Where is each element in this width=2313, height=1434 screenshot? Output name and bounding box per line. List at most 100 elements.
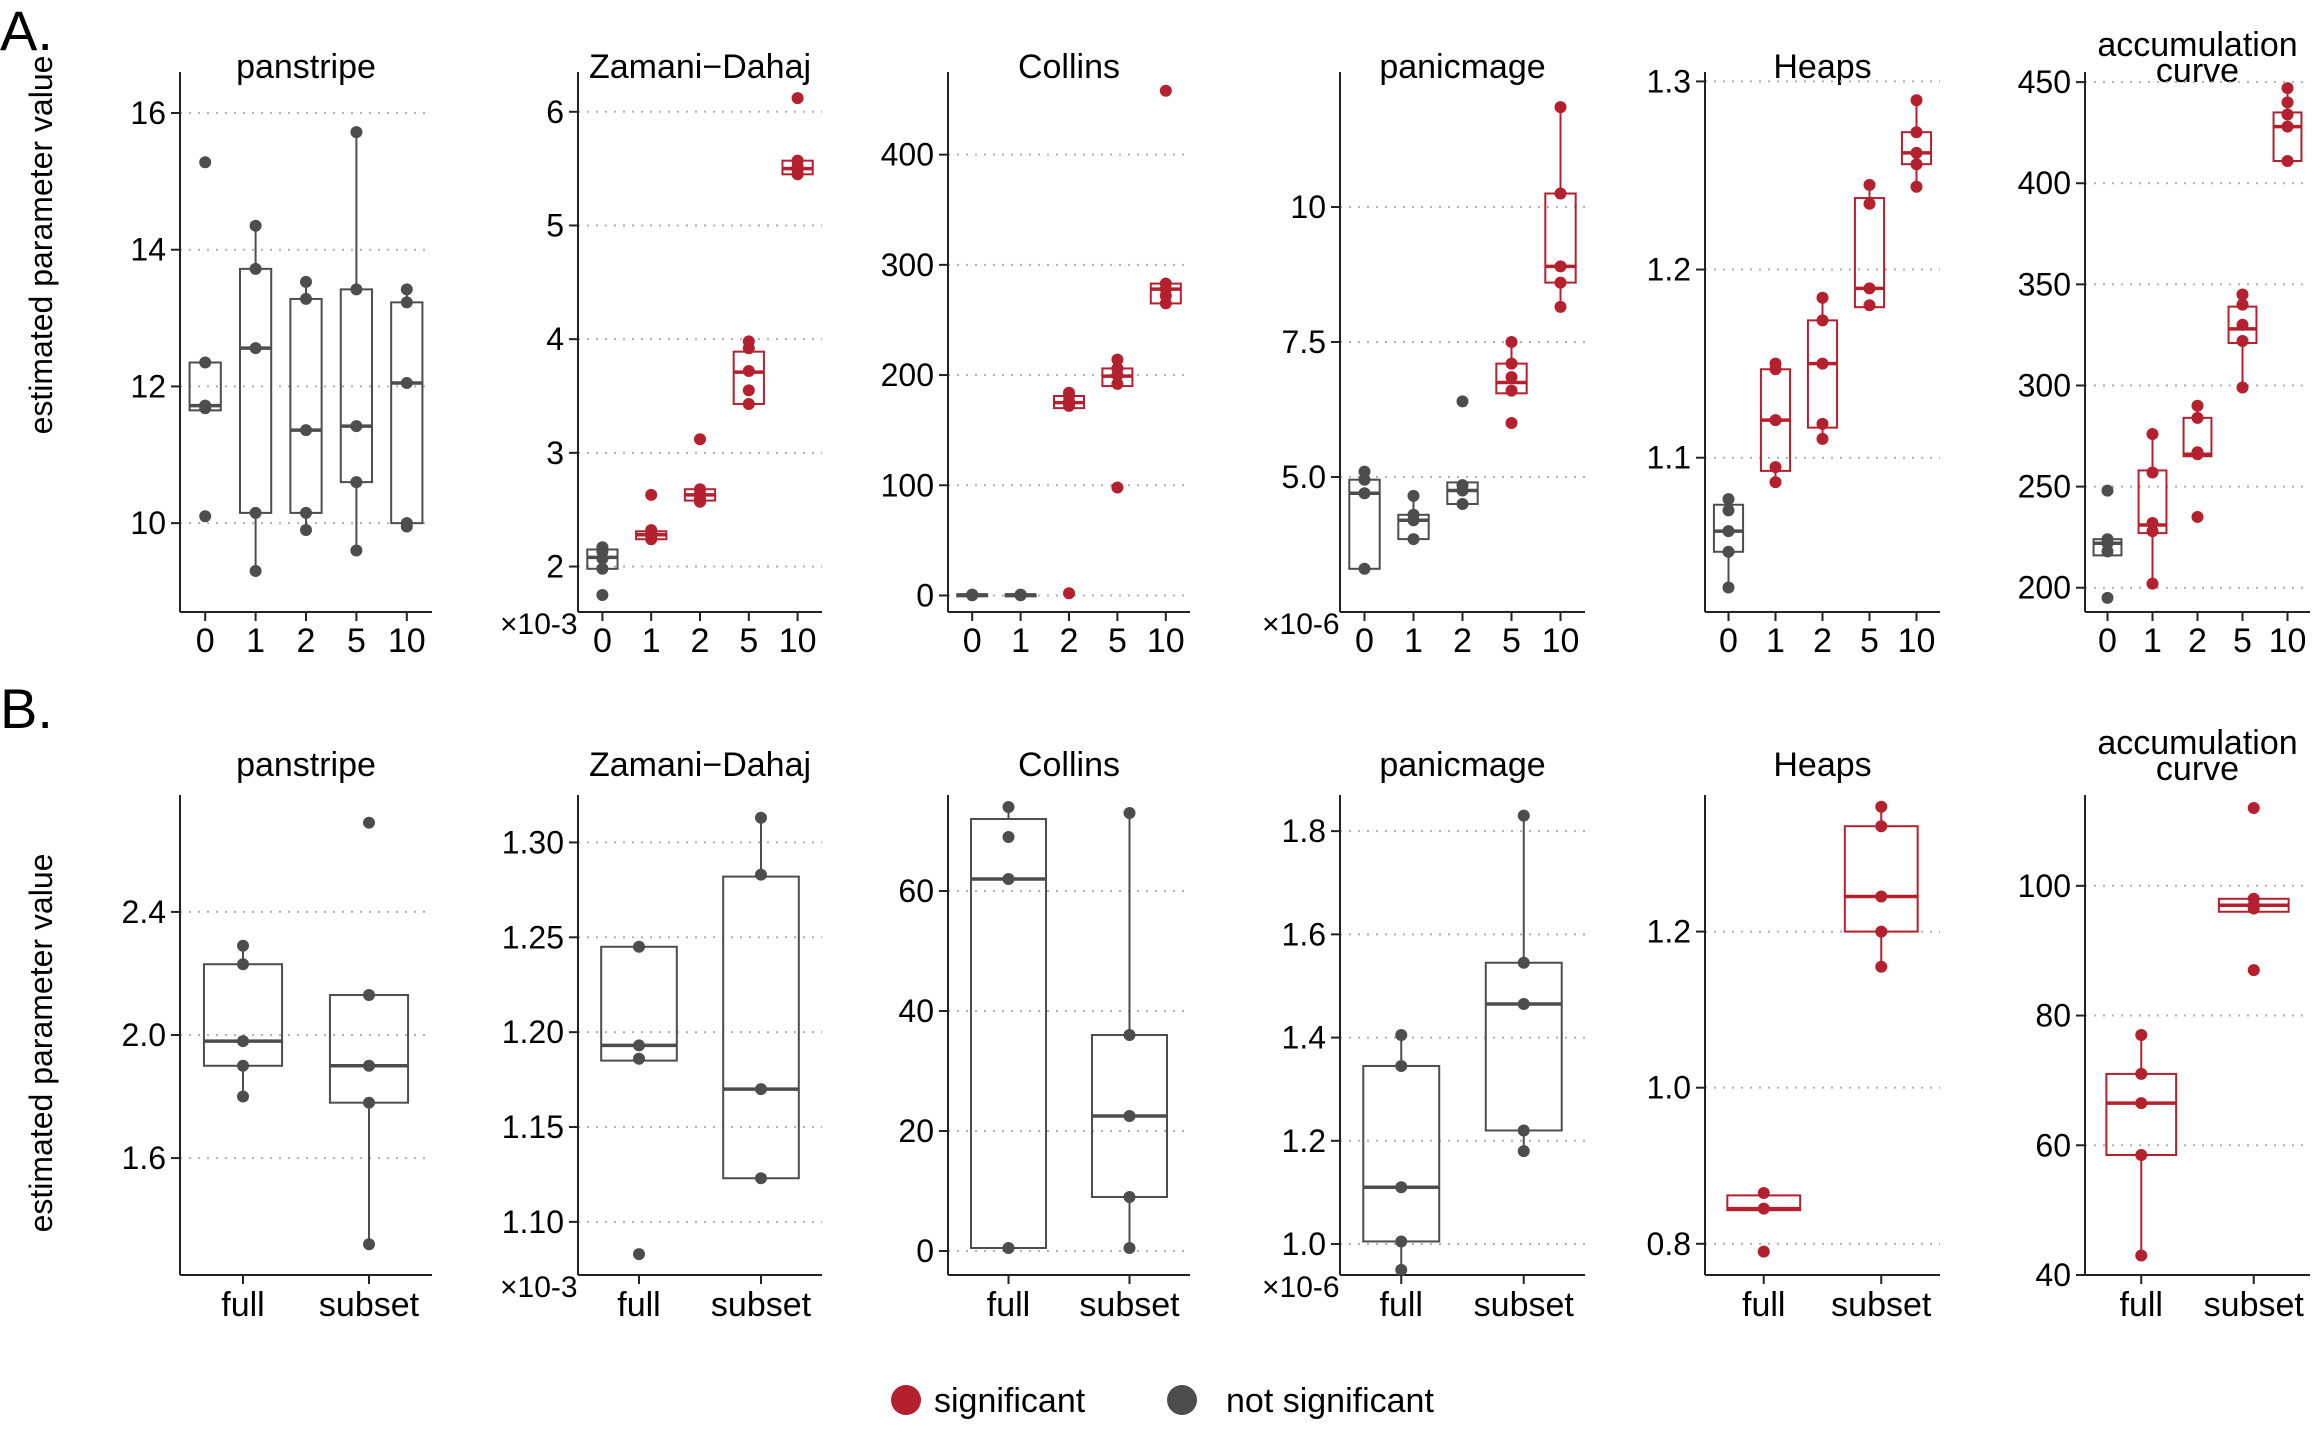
data-point [1002,801,1015,813]
data-point [1769,357,1782,370]
data-point [1407,508,1420,521]
x-tick-label: 0 [1719,622,1738,660]
x-tick-label: 0 [2098,622,2117,660]
data-point [1395,1263,1408,1276]
x-tick-label: 5 [347,622,366,660]
data-point [1123,1110,1136,1122]
box-group-subset [1090,807,1169,1254]
data-point [633,1248,645,1261]
box-group-0 [1348,465,1381,575]
x-tick-label: 2 [691,622,710,660]
data-point [1875,925,1888,938]
y-tick-label: 1.6 [122,1140,166,1176]
chart-title: Collins [1018,48,1120,86]
data-point [1722,493,1735,506]
box-group-1 [238,219,273,577]
axis-multiplier: ×10-3 [500,608,578,641]
data-point [1111,377,1124,390]
data-point [596,588,609,601]
box [2105,1072,2178,1157]
data-point [1002,831,1015,843]
x-tick-label: 5 [2233,622,2252,660]
x-tick-label: 10 [1542,622,1580,660]
y-tick-label: 14 [130,232,166,268]
data-point [2236,288,2249,301]
data-point [2146,517,2159,530]
data-point [1123,1029,1136,1041]
axis-multiplier: ×10-3 [500,1271,578,1304]
x-tick-label: full [2120,1286,2163,1324]
data-point [2135,1029,2148,1041]
y-tick-label: 40 [2035,1257,2071,1293]
y-tick-label: 0.8 [1647,1226,1691,1262]
data-point [1554,187,1567,200]
y-axis-label-a: estimated parameter value [23,56,59,435]
y-tick-label: 200 [2018,570,2071,606]
data-point [1456,395,1469,408]
legend-swatch-significant [891,1385,921,1415]
y-tick-label: 16 [130,95,166,131]
data-point [237,1059,249,1072]
data-point [742,335,755,348]
data-point [1769,461,1782,474]
legend-label-not-significant: not significant [1226,1382,1434,1420]
x-tick-label: subset [319,1286,420,1324]
data-point [1063,386,1075,399]
data-point [1757,1245,1770,1258]
data-point [1910,126,1923,139]
data-point [1517,998,1530,1011]
data-point [1875,800,1888,813]
data-point [249,342,262,355]
data-point [2281,108,2294,121]
data-point [1722,525,1735,538]
x-tick-label: full [987,1286,1030,1324]
x-tick-label: 1 [1766,622,1785,660]
data-point [199,399,212,412]
data-point [2191,399,2204,412]
data-point [633,1052,645,1065]
y-tick-label: 1.3 [1647,63,1691,99]
chart-title: Zamani−Dahaj [589,48,811,86]
chart-heaps-b: Heaps 0.8 1.0 1.2 full subset [1647,746,1940,1324]
box-group-subset [722,811,800,1185]
data-point [1910,146,1923,159]
x-tick-label: 0 [593,622,612,660]
data-point [2281,96,2294,109]
data-point [2146,428,2159,441]
box-group-0 [956,588,989,602]
data-point [1816,432,1829,445]
data-point [2146,466,2159,479]
chart-title: curve [2156,750,2239,788]
data-point [1358,465,1371,478]
data-point [1505,417,1518,429]
x-tick-label: 0 [196,622,215,660]
y-tick-label: 0 [916,577,934,613]
data-point [350,283,363,296]
y-tick-label: 1.30 [502,824,564,860]
box-group-1 [2137,428,2168,590]
y-tick-label: 40 [898,993,934,1029]
data-point [1002,873,1015,885]
chart-panicmage-a: panicmage 5.0 7.5 10 ×10-6 0 1 2 5 10 [1262,48,1585,660]
data-point [596,562,609,575]
y-tick-label: 1.0 [1282,1226,1326,1262]
y-tick-label: 250 [2018,469,2071,505]
y-tick-label: 60 [898,873,934,909]
x-tick-label: 10 [779,622,817,660]
y-tick-label: 1.8 [1282,813,1326,849]
data-point [2135,1097,2148,1110]
box [390,301,424,525]
box-group-10 [1900,94,1933,193]
chart-title: Collins [1018,746,1120,784]
box-group-full [1362,1029,1441,1276]
box-group-full [202,939,284,1103]
data-point [1111,353,1124,366]
data-point [300,275,312,288]
axis-multiplier: ×10-6 [1262,608,1340,641]
data-point [1123,807,1136,819]
box-group-10 [2272,82,2303,167]
data-point [1358,562,1371,575]
y-tick-label: 350 [2018,266,2071,302]
data-point [742,397,755,410]
